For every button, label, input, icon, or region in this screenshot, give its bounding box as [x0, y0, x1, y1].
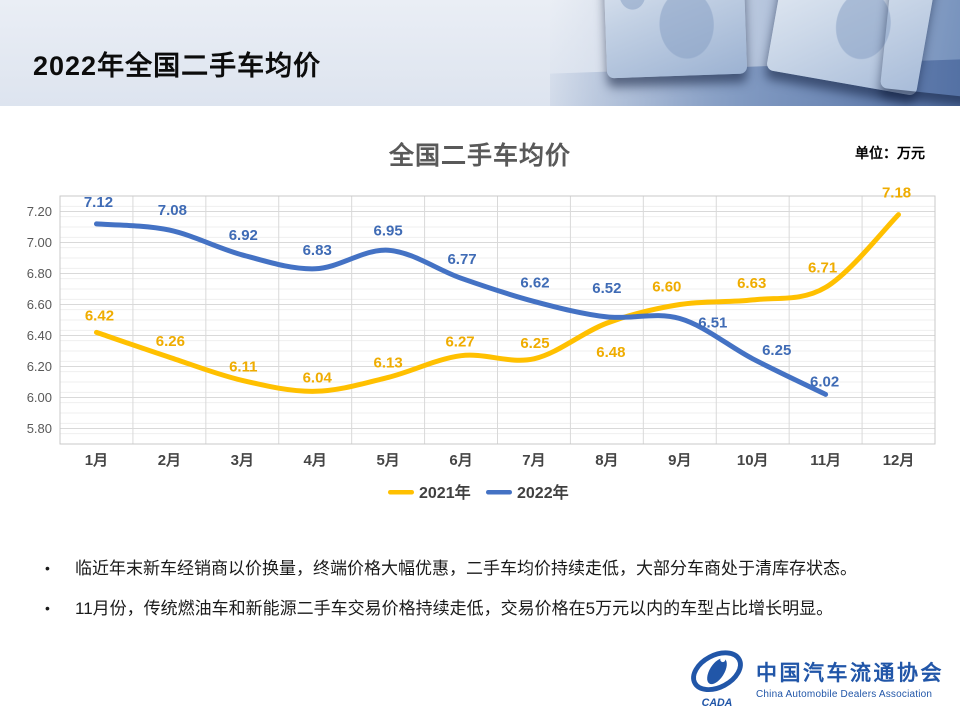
data-label-2022年: 7.12: [84, 194, 113, 211]
data-label-2022年: 6.95: [374, 222, 403, 239]
x-tick-label: 4月: [304, 452, 327, 469]
data-label-2022年: 6.25: [762, 342, 791, 359]
logo-name-zh: 中国汽车流通协会: [756, 661, 944, 685]
header-bar: 2022年全国二手车均价: [0, 0, 960, 106]
data-label-2021年: 6.04: [303, 369, 333, 386]
bullet-text: 临近年末新车经销商以价换量，终端价格大幅优惠，二手车均价持续走低，大部分车商处于…: [75, 559, 857, 578]
legend-label-2022年: 2022年: [517, 483, 569, 502]
data-label-2021年: 6.71: [808, 259, 837, 276]
bullet-text: 11月份，传统燃油车和新能源二手车交易价格持续走低，交易价格在5万元以内的车型占…: [75, 598, 834, 618]
data-label-2021年: 6.25: [520, 335, 549, 352]
x-tick-label: 9月: [668, 452, 691, 469]
y-tick-label: 6.60: [27, 297, 52, 312]
bullet-item: • 临近年末新车经销商以价换量，终端价格大幅优惠，二手车均价持续走低，大部分车商处…: [0, 558, 940, 581]
notes-section: • 临近年末新车经销商以价换量，终端价格大幅优惠，二手车均价持续走低，大部分车商处…: [0, 558, 940, 638]
unit-label: 单位：万元: [855, 145, 925, 161]
data-label-2021年: 6.26: [156, 333, 185, 350]
x-tick-label: 10月: [737, 452, 769, 469]
x-tick-label: 8月: [595, 452, 618, 469]
y-tick-label: 6.40: [27, 328, 52, 343]
x-tick-label: 3月: [231, 452, 254, 469]
x-tick-label: 5月: [376, 452, 399, 469]
y-tick-label: 7.00: [27, 235, 52, 250]
bullet-icon: •: [45, 560, 50, 576]
chart-title: 全国二手车均价: [388, 142, 571, 170]
data-label-2021年: 6.63: [737, 275, 766, 292]
data-label-2022年: 6.92: [229, 227, 258, 244]
legend-swatch-2022年: [486, 490, 512, 495]
data-label-2022年: 7.08: [158, 202, 187, 219]
cada-emblem-icon: CADA: [691, 650, 743, 709]
logo-name-en: China Automobile Dealers Association: [756, 688, 933, 700]
cada-acronym: CADA: [702, 697, 733, 709]
cada-logo: CADA 中国汽车流通协会 China Automobile Dealers A…: [688, 646, 944, 710]
data-label-2021年: 6.13: [374, 354, 403, 371]
logo-text: 中国汽车流通协会 China Automobile Dealers Associ…: [756, 657, 944, 700]
series-line-2021年: [93, 212, 901, 394]
bullet-icon: •: [45, 599, 50, 616]
data-label-2022年: 6.62: [520, 274, 549, 291]
data-label-2021年: 6.60: [652, 279, 681, 296]
x-tick-label: 1月: [85, 452, 108, 469]
header-decoration: [550, 0, 960, 106]
plot-border: [59, 195, 936, 445]
legend-label-2021年: 2021年: [419, 483, 471, 502]
data-label-2021年: 6.42: [85, 307, 114, 324]
data-label-2021年: 7.18: [882, 185, 911, 202]
bullet-item: • 11月份，传统燃油车和新能源二手车交易价格持续走低，交易价格在5万元以内的车型…: [0, 598, 940, 621]
x-tick-label: 2月: [158, 452, 181, 469]
data-label-2022年: 6.77: [447, 251, 476, 268]
y-tick-label: 5.80: [27, 421, 52, 436]
data-label-2022年: 6.83: [303, 242, 332, 259]
data-label-2022年: 6.52: [592, 280, 621, 297]
page-title: 2022年全国二手车均价: [33, 51, 322, 81]
data-label-2022年: 6.51: [698, 314, 727, 331]
x-tick-label: 12月: [883, 452, 915, 469]
y-tick-label: 6.00: [27, 390, 52, 405]
x-tick-label: 7月: [522, 452, 545, 469]
data-label-2021年: 6.27: [445, 334, 474, 351]
legend-swatch-2021年: [388, 490, 414, 495]
data-label-2021年: 6.11: [229, 358, 257, 375]
y-tick-label: 6.80: [27, 266, 52, 281]
x-tick-label: 6月: [449, 452, 472, 469]
data-label-2022年: 6.02: [810, 373, 839, 390]
x-tick-label: 11月: [810, 452, 841, 469]
y-tick-label: 6.20: [27, 359, 52, 374]
data-label-2021年: 6.48: [596, 344, 625, 361]
y-tick-label: 7.20: [27, 204, 52, 219]
series-line-2022年: [93, 221, 829, 397]
